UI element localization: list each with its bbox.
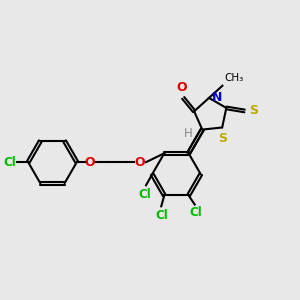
Text: CH₃: CH₃ [225, 73, 244, 83]
Text: Cl: Cl [3, 156, 16, 169]
Text: O: O [135, 156, 145, 169]
Text: Cl: Cl [155, 209, 168, 222]
Text: Cl: Cl [190, 206, 202, 219]
Text: H: H [184, 127, 193, 140]
Text: S: S [249, 104, 258, 117]
Text: N: N [212, 92, 222, 104]
Text: O: O [85, 156, 95, 169]
Text: O: O [176, 81, 187, 94]
Text: Cl: Cl [139, 188, 151, 201]
Text: S: S [218, 132, 227, 145]
